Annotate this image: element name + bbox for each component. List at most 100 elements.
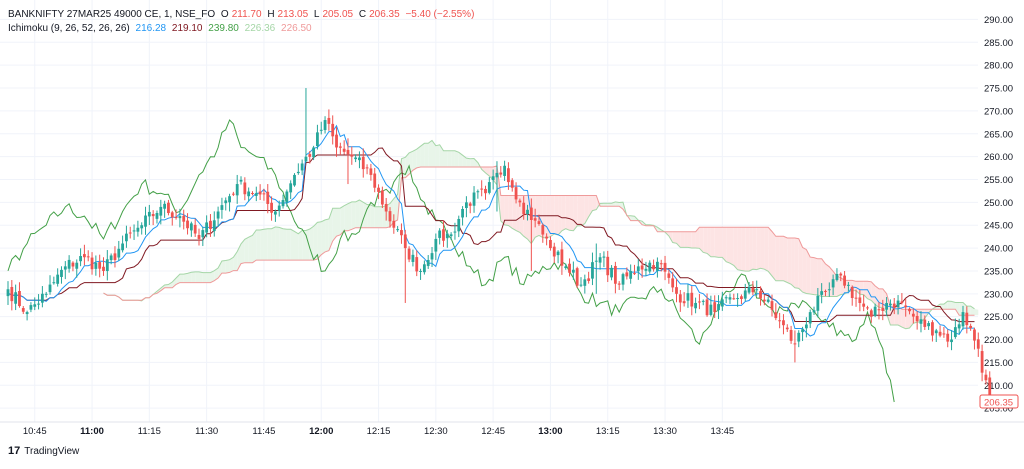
candle-body [144, 215, 147, 227]
candle [686, 284, 690, 308]
candle [365, 164, 369, 175]
candle [132, 224, 136, 240]
candle-body [37, 303, 40, 305]
candle [824, 289, 827, 297]
candle-body [831, 279, 835, 288]
candle [762, 294, 766, 306]
candle-body [277, 205, 281, 211]
candle [663, 255, 667, 281]
candle [426, 255, 430, 269]
cloud-segment [749, 227, 753, 272]
cloud-segment [745, 227, 750, 272]
candle [453, 222, 457, 240]
grid-lines [0, 0, 978, 422]
candle [434, 233, 438, 261]
candle-body [667, 273, 671, 278]
candle [29, 302, 33, 313]
candle-body [892, 303, 896, 308]
cloud-segment [351, 201, 356, 230]
candle [220, 197, 224, 219]
symbol-name[interactable]: BANKNIFTY 27MAR25 49000 CE, 1, NSE_FO [8, 9, 216, 20]
cloud-segment [439, 144, 444, 168]
candle-body [785, 327, 789, 330]
candle-body [579, 284, 583, 286]
cloud-segment [905, 309, 910, 329]
cloud-segment [684, 231, 688, 248]
candle-body [293, 174, 296, 186]
candle-body [594, 260, 598, 262]
candle [644, 261, 648, 276]
cloud-segment [722, 227, 727, 262]
candle [121, 235, 124, 253]
candle-body [289, 183, 293, 193]
candle [6, 281, 10, 306]
candle [461, 206, 464, 226]
cloud-segment [325, 218, 329, 252]
candle [667, 269, 671, 284]
candle [656, 257, 659, 278]
cloud-segment [741, 227, 746, 272]
candle [594, 243, 598, 294]
candle [128, 226, 132, 239]
candle [117, 240, 121, 261]
cloud-segment [814, 257, 818, 296]
candle [759, 286, 762, 306]
candle [633, 264, 636, 275]
candle [201, 226, 205, 247]
candle-body [690, 292, 694, 307]
cloud-segment [573, 195, 578, 231]
candle [957, 318, 961, 335]
candle-body [556, 251, 560, 256]
candle [961, 305, 965, 330]
tradingview-brand[interactable]: 17 TradingView [8, 445, 79, 457]
candle [296, 163, 300, 175]
cloud-segment [367, 204, 371, 228]
candle-body [541, 225, 545, 235]
candle [743, 283, 747, 302]
cloud-segment [313, 222, 318, 261]
candle-body [682, 301, 686, 304]
candle-body [801, 329, 804, 333]
candle-body [182, 215, 186, 222]
candle-body [587, 278, 591, 281]
candle [384, 198, 388, 221]
candle-body [751, 287, 755, 293]
candle [564, 263, 568, 270]
cloud-segment [202, 272, 207, 283]
candle [102, 257, 105, 276]
candle-body [900, 301, 904, 303]
candle [277, 200, 281, 217]
candle-body [323, 120, 327, 131]
candle-body [816, 295, 820, 311]
cloud-segment [886, 293, 891, 326]
candle-body [793, 343, 797, 345]
cloud-segment [810, 257, 815, 295]
candle [820, 283, 824, 304]
y-tick-label: 270.00 [984, 106, 1013, 117]
candle [804, 317, 808, 338]
last-price-tag [979, 394, 1019, 409]
candle [698, 293, 701, 310]
candle-body [606, 256, 610, 276]
cloud-segment [214, 267, 219, 281]
cloud-segment [248, 235, 253, 263]
candle-body [380, 190, 384, 205]
cloud-segment [733, 227, 738, 270]
candle-body [560, 249, 564, 266]
candle [83, 244, 86, 266]
candle-body [942, 333, 946, 335]
cloud-segment [821, 258, 826, 297]
candle-body [14, 292, 18, 304]
candle-body [885, 302, 888, 310]
candle [728, 293, 732, 304]
cloud-segment [680, 231, 685, 248]
candle [285, 189, 289, 207]
candle-body [67, 259, 71, 269]
y-tick-label: 220.00 [984, 335, 1013, 346]
x-tick-label: 11:45 [252, 426, 275, 437]
indicator-name[interactable]: Ichimoku (9, 26, 52, 26, 26) [8, 23, 130, 34]
candle-body [338, 146, 342, 148]
candle [613, 261, 617, 294]
